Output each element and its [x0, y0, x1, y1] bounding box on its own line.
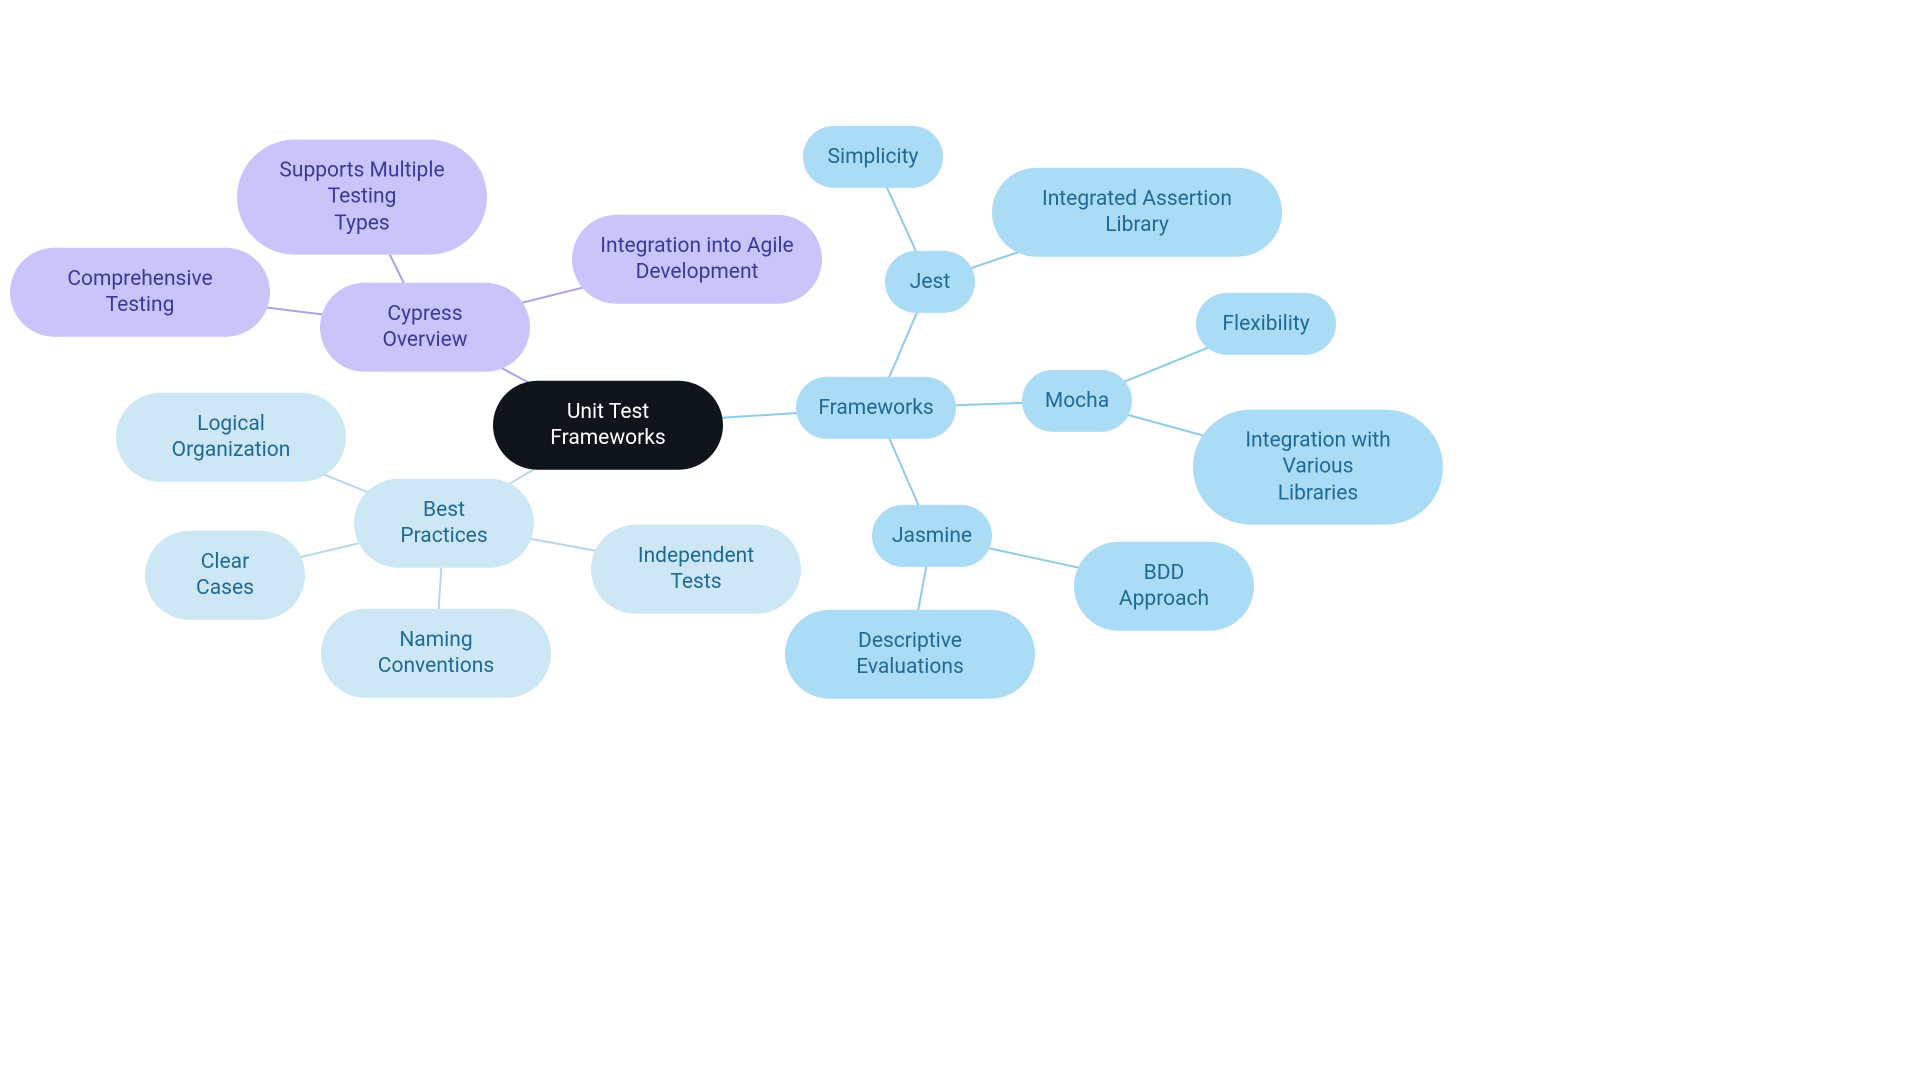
node-jasmine: Jasmine — [872, 505, 992, 567]
node-jest_lib: Integrated Assertion Library — [992, 168, 1282, 257]
node-bp_log: Logical Organization — [116, 393, 346, 482]
node-jest_simp: Simplicity — [803, 126, 943, 188]
node-cy_mult: Supports Multiple Testing Types — [237, 140, 487, 255]
node-jas_bdd: BDD Approach — [1074, 542, 1254, 631]
node-root: Unit Test Frameworks — [493, 381, 723, 470]
node-mocha_int: Integration with Various Libraries — [1193, 410, 1443, 525]
node-cypress: Cypress Overview — [320, 283, 530, 372]
node-bp_naming: Naming Conventions — [321, 609, 551, 698]
node-bp_indep: Independent Tests — [591, 525, 801, 614]
node-mocha_flex: Flexibility — [1196, 293, 1336, 355]
node-cy_comp: Comprehensive Testing — [10, 248, 270, 337]
node-cy_agile: Integration into Agile Development — [572, 215, 822, 304]
node-bp_clear: Clear Cases — [145, 531, 305, 620]
node-bp: Best Practices — [354, 479, 534, 568]
node-jas_desc: Descriptive Evaluations — [785, 610, 1035, 699]
node-jest: Jest — [885, 251, 975, 313]
node-frame: Frameworks — [796, 377, 956, 439]
node-mocha: Mocha — [1022, 370, 1132, 432]
